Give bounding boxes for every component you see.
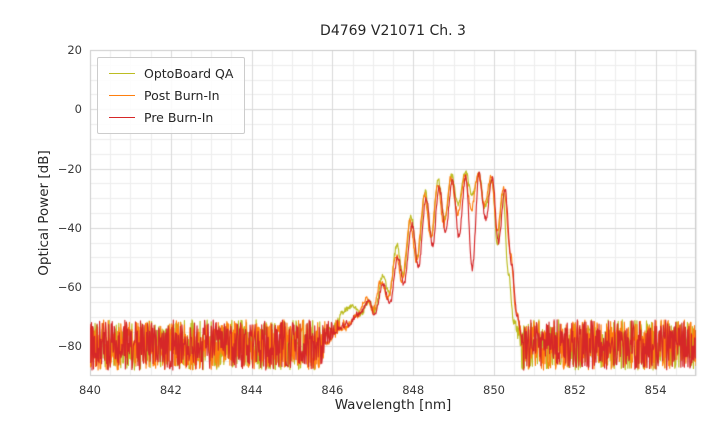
x-tick-label: 840 — [79, 383, 101, 397]
y-tick-label: −40 — [57, 220, 82, 235]
x-tick-label: 850 — [483, 383, 505, 397]
y-tick-label: 20 — [67, 43, 82, 57]
x-tick-label: 852 — [563, 383, 586, 397]
x-tick-label: 842 — [159, 383, 182, 397]
x-tick-label: 846 — [321, 383, 344, 397]
legend-item: Pre Burn-In — [109, 110, 233, 125]
legend-label: Pre Burn-In — [144, 110, 214, 125]
legend-line-swatch — [109, 95, 135, 96]
y-tick-label: 0 — [74, 102, 82, 117]
legend-label: Post Burn-In — [144, 88, 220, 103]
legend-item: OptoBoard QA — [109, 66, 233, 81]
x-axis-label: Wavelength [nm] — [334, 397, 452, 413]
y-tick-label: −20 — [57, 161, 82, 176]
y-tick-label: −80 — [57, 339, 82, 354]
legend-line-swatch — [109, 117, 135, 118]
x-tick-label: 848 — [402, 383, 425, 397]
x-tick-label: 854 — [644, 383, 667, 397]
legend: OptoBoard QA Post Burn-In Pre Burn-In — [97, 57, 246, 134]
y-tick-label: −60 — [57, 280, 82, 295]
legend-label: OptoBoard QA — [144, 66, 234, 81]
legend-line-swatch — [109, 73, 135, 74]
chart-title: D4769 V21071 Ch. 3 — [320, 23, 466, 39]
x-tick-label: 844 — [240, 383, 263, 397]
legend-item: Post Burn-In — [109, 88, 233, 103]
